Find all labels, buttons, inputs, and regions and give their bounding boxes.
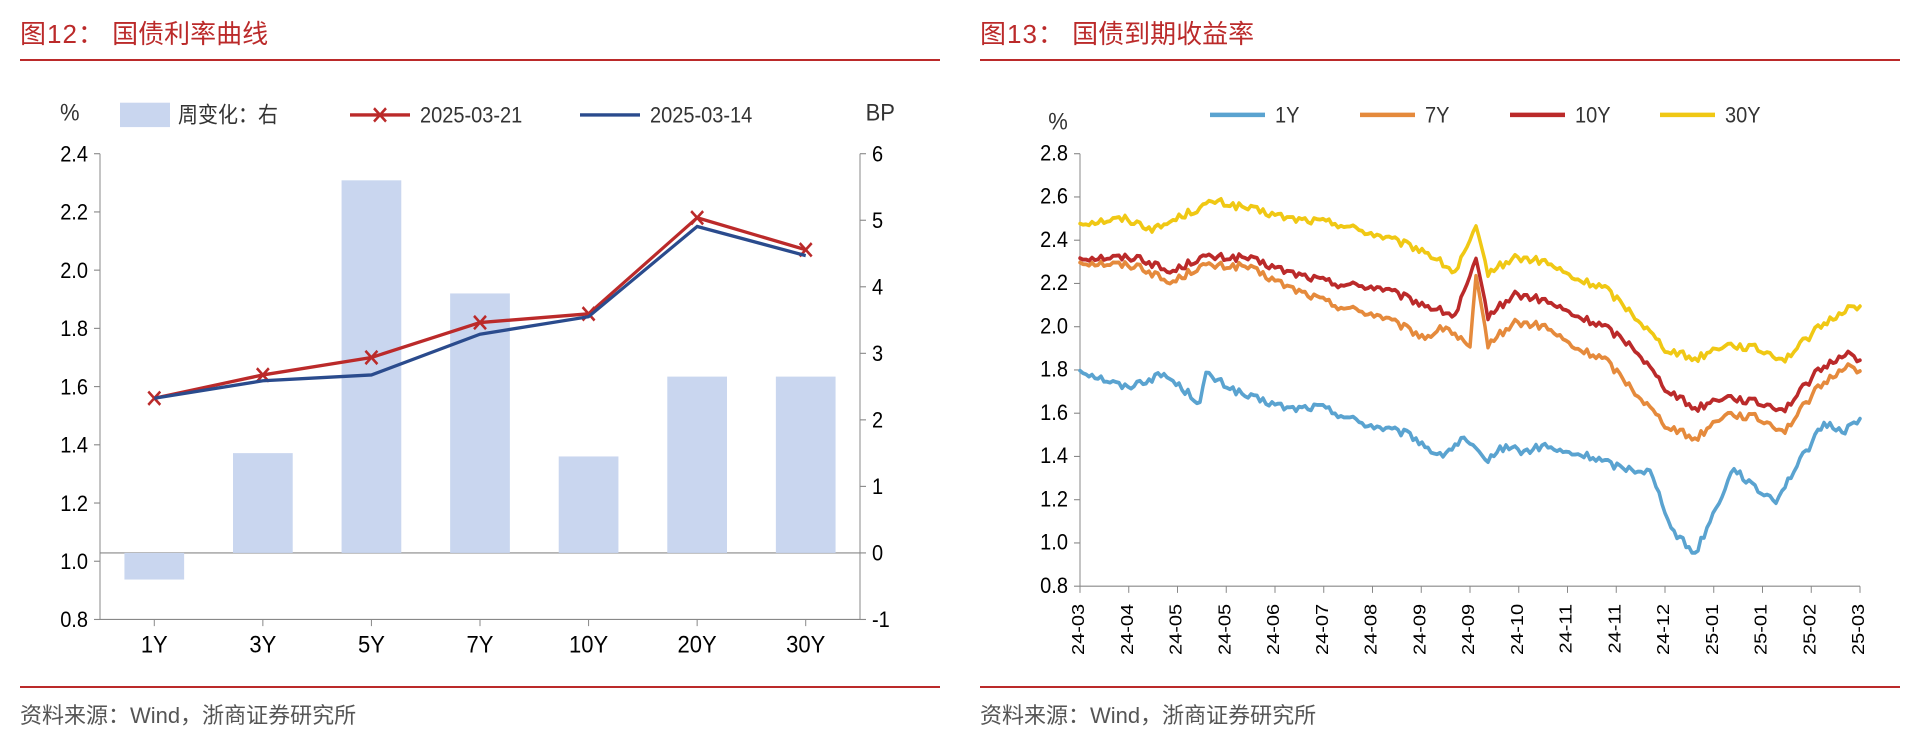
svg-text:25-01: 25-01: [1751, 604, 1771, 655]
svg-text:1.8: 1.8: [60, 317, 88, 341]
source-right: 资料来源：Wind，浙商证券研究所: [980, 688, 1900, 730]
svg-text:24-09: 24-09: [1459, 604, 1479, 655]
panel-left-title: 图12： 国债利率曲线: [20, 10, 940, 61]
svg-text:10Y: 10Y: [569, 631, 608, 658]
svg-text:0.8: 0.8: [1040, 574, 1068, 598]
svg-text:24-04: 24-04: [1118, 603, 1138, 654]
panel-left: 图12： 国债利率曲线 % BP 0.8 1.0 1.2 1.4 1.6 1.8 2.0 2.2 2…: [20, 10, 940, 730]
svg-text:6: 6: [872, 143, 883, 167]
svg-text:5: 5: [872, 209, 883, 233]
svg-text:24-10: 24-10: [1508, 604, 1528, 655]
svg-text:7Y: 7Y: [467, 631, 494, 658]
svg-text:2025-03-14: 2025-03-14: [650, 104, 753, 128]
svg-text:24-09: 24-09: [1410, 604, 1430, 655]
svg-text:2.4: 2.4: [60, 143, 88, 167]
chart-right: % 0.8 1.0 1.2 1.4 1.6 1.8 2.0 2.2 2.4 2.6 2.8 24-03 2…: [980, 65, 1900, 688]
svg-text:2.0: 2.0: [1040, 314, 1068, 338]
svg-text:24-11: 24-11: [1556, 604, 1576, 654]
svg-text:1.4: 1.4: [1040, 444, 1068, 468]
svg-text:2.2: 2.2: [60, 201, 88, 225]
svg-text:24-11: 24-11: [1605, 604, 1625, 654]
svg-text:%: %: [60, 98, 80, 125]
svg-text:24-07: 24-07: [1313, 604, 1333, 655]
svg-text:2.6: 2.6: [1040, 185, 1068, 209]
svg-text:2.2: 2.2: [1040, 271, 1068, 295]
svg-text:24-05: 24-05: [1166, 604, 1186, 655]
svg-text:25-02: 25-02: [1800, 604, 1820, 655]
panel-right: 图13： 国债到期收益率 % 0.8 1.0 1.2 1.4 1.6 1.8 2.0 2.2 2.…: [980, 10, 1900, 730]
chart-left: % BP 0.8 1.0 1.2 1.4 1.6 1.8 2.0 2.2 2.4 -1 0 1 2 3 4 5 6 1…: [20, 65, 940, 688]
svg-text:1.0: 1.0: [1040, 531, 1068, 555]
svg-text:1Y: 1Y: [1275, 104, 1299, 128]
svg-text:24-03: 24-03: [1069, 604, 1089, 655]
svg-text:1.4: 1.4: [60, 434, 88, 458]
svg-text:24-05: 24-05: [1215, 604, 1235, 655]
svg-text:1.8: 1.8: [1040, 358, 1068, 382]
title-prefix: 图12：: [20, 19, 105, 49]
svg-text:30Y: 30Y: [786, 631, 825, 658]
svg-text:1Y: 1Y: [141, 631, 168, 658]
svg-text:20Y: 20Y: [678, 631, 717, 658]
svg-text:3Y: 3Y: [249, 631, 276, 658]
title-text: 国债到期收益率: [1072, 19, 1254, 49]
svg-text:1.2: 1.2: [1040, 487, 1068, 511]
svg-text:24-06: 24-06: [1264, 604, 1284, 655]
svg-text:24-08: 24-08: [1361, 604, 1381, 655]
svg-text:周变化：右: 周变化：右: [178, 103, 278, 128]
title-text: 国债利率曲线: [112, 19, 268, 49]
panel-right-title: 图13： 国债到期收益率: [980, 10, 1900, 61]
title-prefix: 图13：: [980, 19, 1065, 49]
svg-text:1: 1: [872, 475, 883, 499]
svg-text:2.8: 2.8: [1040, 141, 1068, 165]
svg-text:10Y: 10Y: [1575, 104, 1611, 128]
svg-text:25-03: 25-03: [1849, 604, 1869, 655]
svg-text:2.4: 2.4: [1040, 228, 1068, 252]
svg-text:1.6: 1.6: [1040, 401, 1068, 425]
svg-text:1.6: 1.6: [60, 375, 88, 399]
svg-text:2.0: 2.0: [60, 259, 88, 283]
svg-text:30Y: 30Y: [1725, 104, 1761, 128]
svg-text:25-01: 25-01: [1703, 604, 1723, 655]
svg-text:0: 0: [872, 542, 883, 566]
svg-text:5Y: 5Y: [358, 631, 385, 658]
svg-text:1.0: 1.0: [60, 550, 88, 574]
svg-text:%: %: [1048, 107, 1068, 134]
svg-text:24-12: 24-12: [1654, 604, 1674, 655]
svg-text:2: 2: [872, 409, 883, 433]
svg-text:4: 4: [872, 276, 883, 300]
svg-text:7Y: 7Y: [1425, 104, 1449, 128]
svg-text:1.2: 1.2: [60, 492, 88, 516]
svg-text:-1: -1: [872, 608, 890, 632]
svg-text:3: 3: [872, 342, 883, 366]
svg-text:BP: BP: [866, 98, 895, 125]
svg-text:0.8: 0.8: [60, 608, 88, 632]
svg-text:2025-03-21: 2025-03-21: [420, 104, 522, 128]
source-left: 资料来源：Wind，浙商证券研究所: [20, 688, 940, 730]
